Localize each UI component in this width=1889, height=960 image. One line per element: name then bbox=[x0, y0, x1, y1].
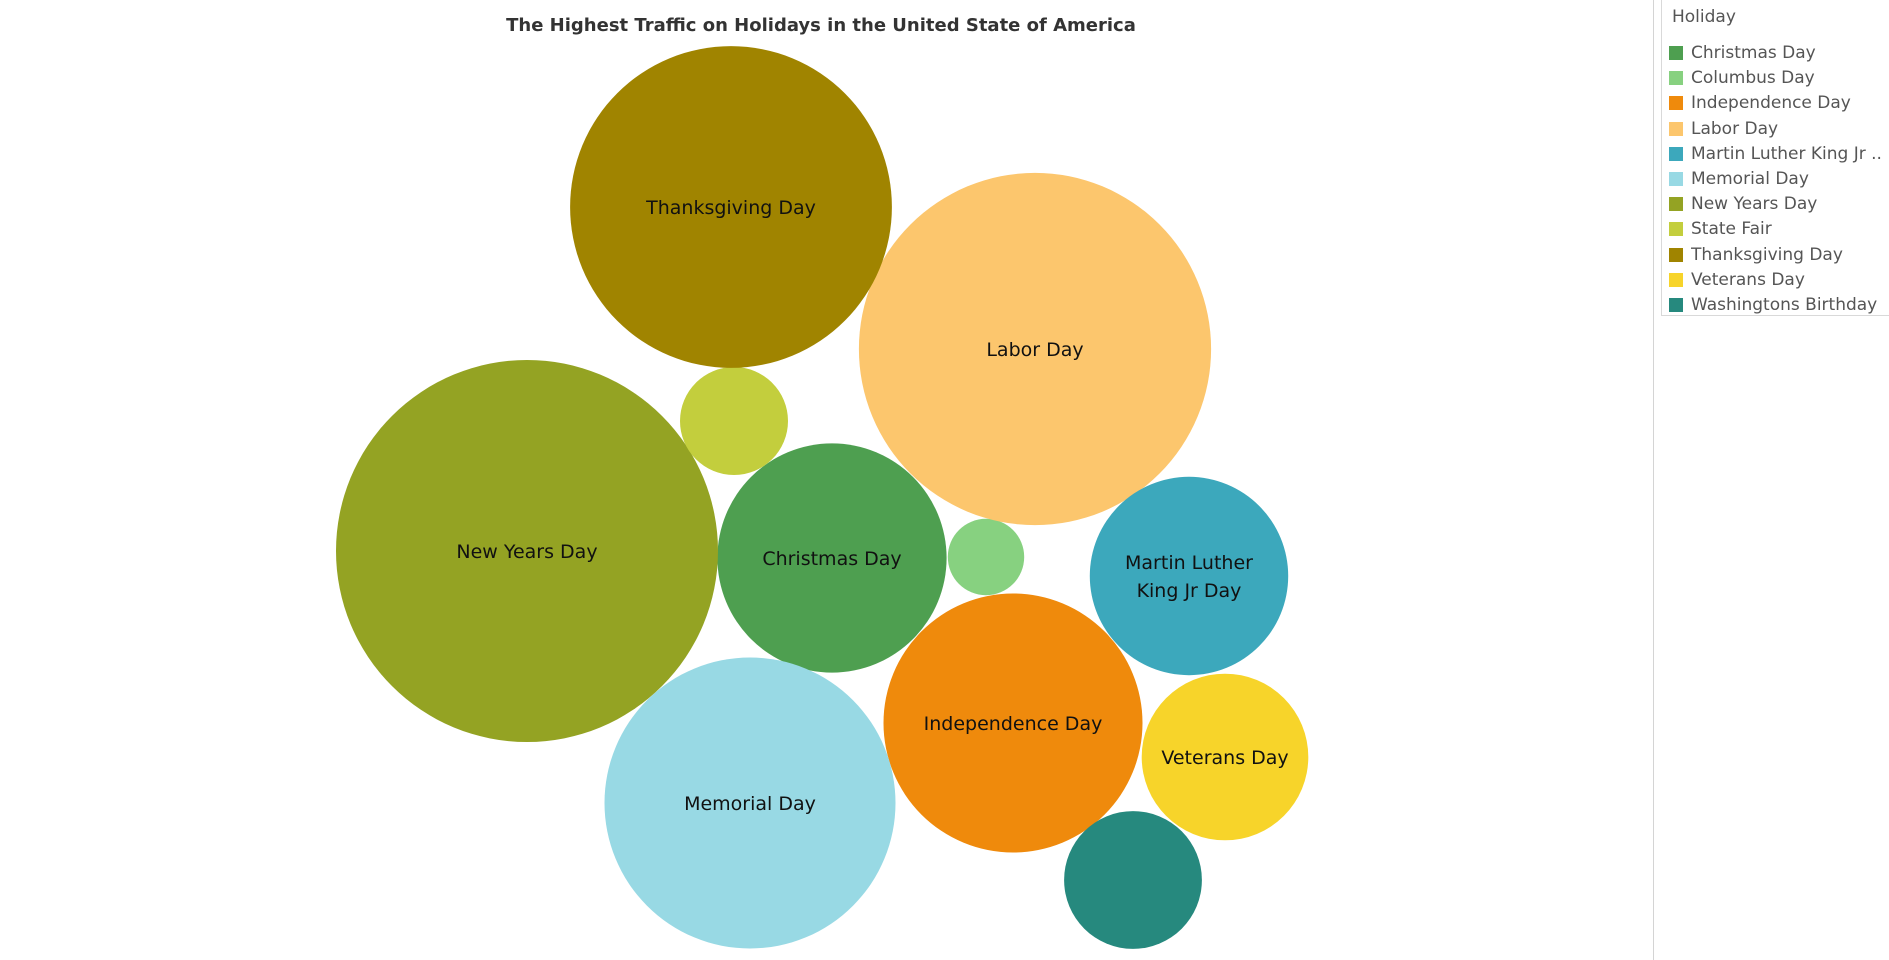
legend-item-labor-day[interactable]: Labor Day bbox=[1669, 118, 1884, 140]
legend-item-independence-day[interactable]: Independence Day bbox=[1669, 92, 1884, 114]
legend-label: New Years Day bbox=[1691, 194, 1818, 215]
bubble-state-fair[interactable] bbox=[680, 367, 788, 475]
bubble-label-veterans-day: Veterans Day bbox=[1161, 747, 1288, 769]
bubble-label-memorial-day: Memorial Day bbox=[684, 793, 816, 815]
legend-label: Memorial Day bbox=[1691, 169, 1809, 189]
chart-title: The Highest Traffic on Holidays in the U… bbox=[506, 15, 1136, 36]
bubble-label-independence-day: Independence Day bbox=[924, 713, 1103, 735]
bubble-label-new-years-day: New Years Day bbox=[456, 541, 597, 563]
legend-item-martin-luther-king-jr[interactable]: Martin Luther King Jr .. bbox=[1669, 143, 1884, 165]
bubble-label-thanksgiving-day: Thanksgiving Day bbox=[645, 197, 816, 219]
legend-item-thanksgiving-day[interactable]: Thanksgiving Day bbox=[1669, 244, 1884, 266]
bubble-washingtons-birthday[interactable] bbox=[1064, 811, 1202, 949]
legend-swatch bbox=[1669, 247, 1683, 262]
bubble-chart: The Highest Traffic on Holidays in the U… bbox=[336, 15, 1309, 949]
bubble-group: Christmas Day Independence Day Labor Day Ma… bbox=[336, 46, 1309, 949]
bubble-martin-luther-king-jr[interactable] bbox=[1089, 476, 1289, 676]
legend-swatch bbox=[1669, 146, 1683, 161]
legend-swatch bbox=[1669, 172, 1683, 186]
legend-swatch bbox=[1669, 298, 1683, 312]
legend-item-washingtons-birthday[interactable]: Washingtons Birthday bbox=[1669, 294, 1884, 316]
legend-label: Washingtons Birthday bbox=[1691, 295, 1878, 315]
legend: Holiday Christmas Day Columbus Day Indepen… bbox=[1661, 0, 1889, 316]
bubble-labor-day[interactable] bbox=[858, 172, 1212, 526]
legend-item-columbus-day[interactable]: Columbus Day bbox=[1669, 67, 1884, 89]
legend-label: Labor Day bbox=[1691, 118, 1779, 139]
legend-label: Veterans Day bbox=[1691, 269, 1805, 290]
bubble-label-labor-day: Labor Day bbox=[986, 339, 1083, 361]
panel-divider bbox=[1653, 0, 1654, 960]
legend-item-christmas-day[interactable]: Christmas Day bbox=[1669, 42, 1884, 64]
legend-label: State Fair bbox=[1691, 219, 1772, 240]
legend-swatch bbox=[1669, 71, 1683, 86]
bubble-independence-day[interactable] bbox=[883, 593, 1143, 853]
legend-swatch bbox=[1669, 272, 1683, 287]
bubble-thanksgiving-day[interactable] bbox=[570, 46, 892, 368]
legend-item-new-years-day[interactable]: New Years Day bbox=[1669, 193, 1884, 215]
legend-swatch bbox=[1669, 46, 1683, 60]
bubble-new-years-day[interactable] bbox=[336, 360, 718, 742]
legend-swatch bbox=[1669, 197, 1683, 212]
legend-item-memorial-day[interactable]: Memorial Day bbox=[1669, 168, 1884, 190]
legend-swatch bbox=[1669, 96, 1683, 111]
bubble-veterans-day[interactable] bbox=[1141, 673, 1309, 841]
bubble-memorial-day[interactable] bbox=[604, 657, 896, 949]
legend-label: Independence Day bbox=[1691, 93, 1851, 114]
legend-swatch bbox=[1669, 121, 1683, 136]
legend-item-state-fair[interactable]: State Fair bbox=[1669, 218, 1884, 240]
bubble-columbus-day[interactable] bbox=[947, 518, 1025, 596]
bubble-christmas-day[interactable] bbox=[717, 443, 947, 673]
legend-label: Columbus Day bbox=[1691, 68, 1815, 89]
bubble-label-christmas-day: Christmas Day bbox=[762, 548, 901, 570]
legend-label: Thanksgiving Day bbox=[1691, 244, 1843, 265]
legend-title: Holiday bbox=[1672, 7, 1736, 27]
bubble-label-martin-luther-king-jr: Martin Luther King Jr Day bbox=[1125, 552, 1253, 602]
legend-label: Christmas Day bbox=[1691, 43, 1816, 63]
legend-label: Martin Luther King Jr .. bbox=[1691, 143, 1882, 164]
legend-item-veterans-day[interactable]: Veterans Day bbox=[1669, 269, 1884, 291]
legend-swatch bbox=[1669, 222, 1683, 237]
